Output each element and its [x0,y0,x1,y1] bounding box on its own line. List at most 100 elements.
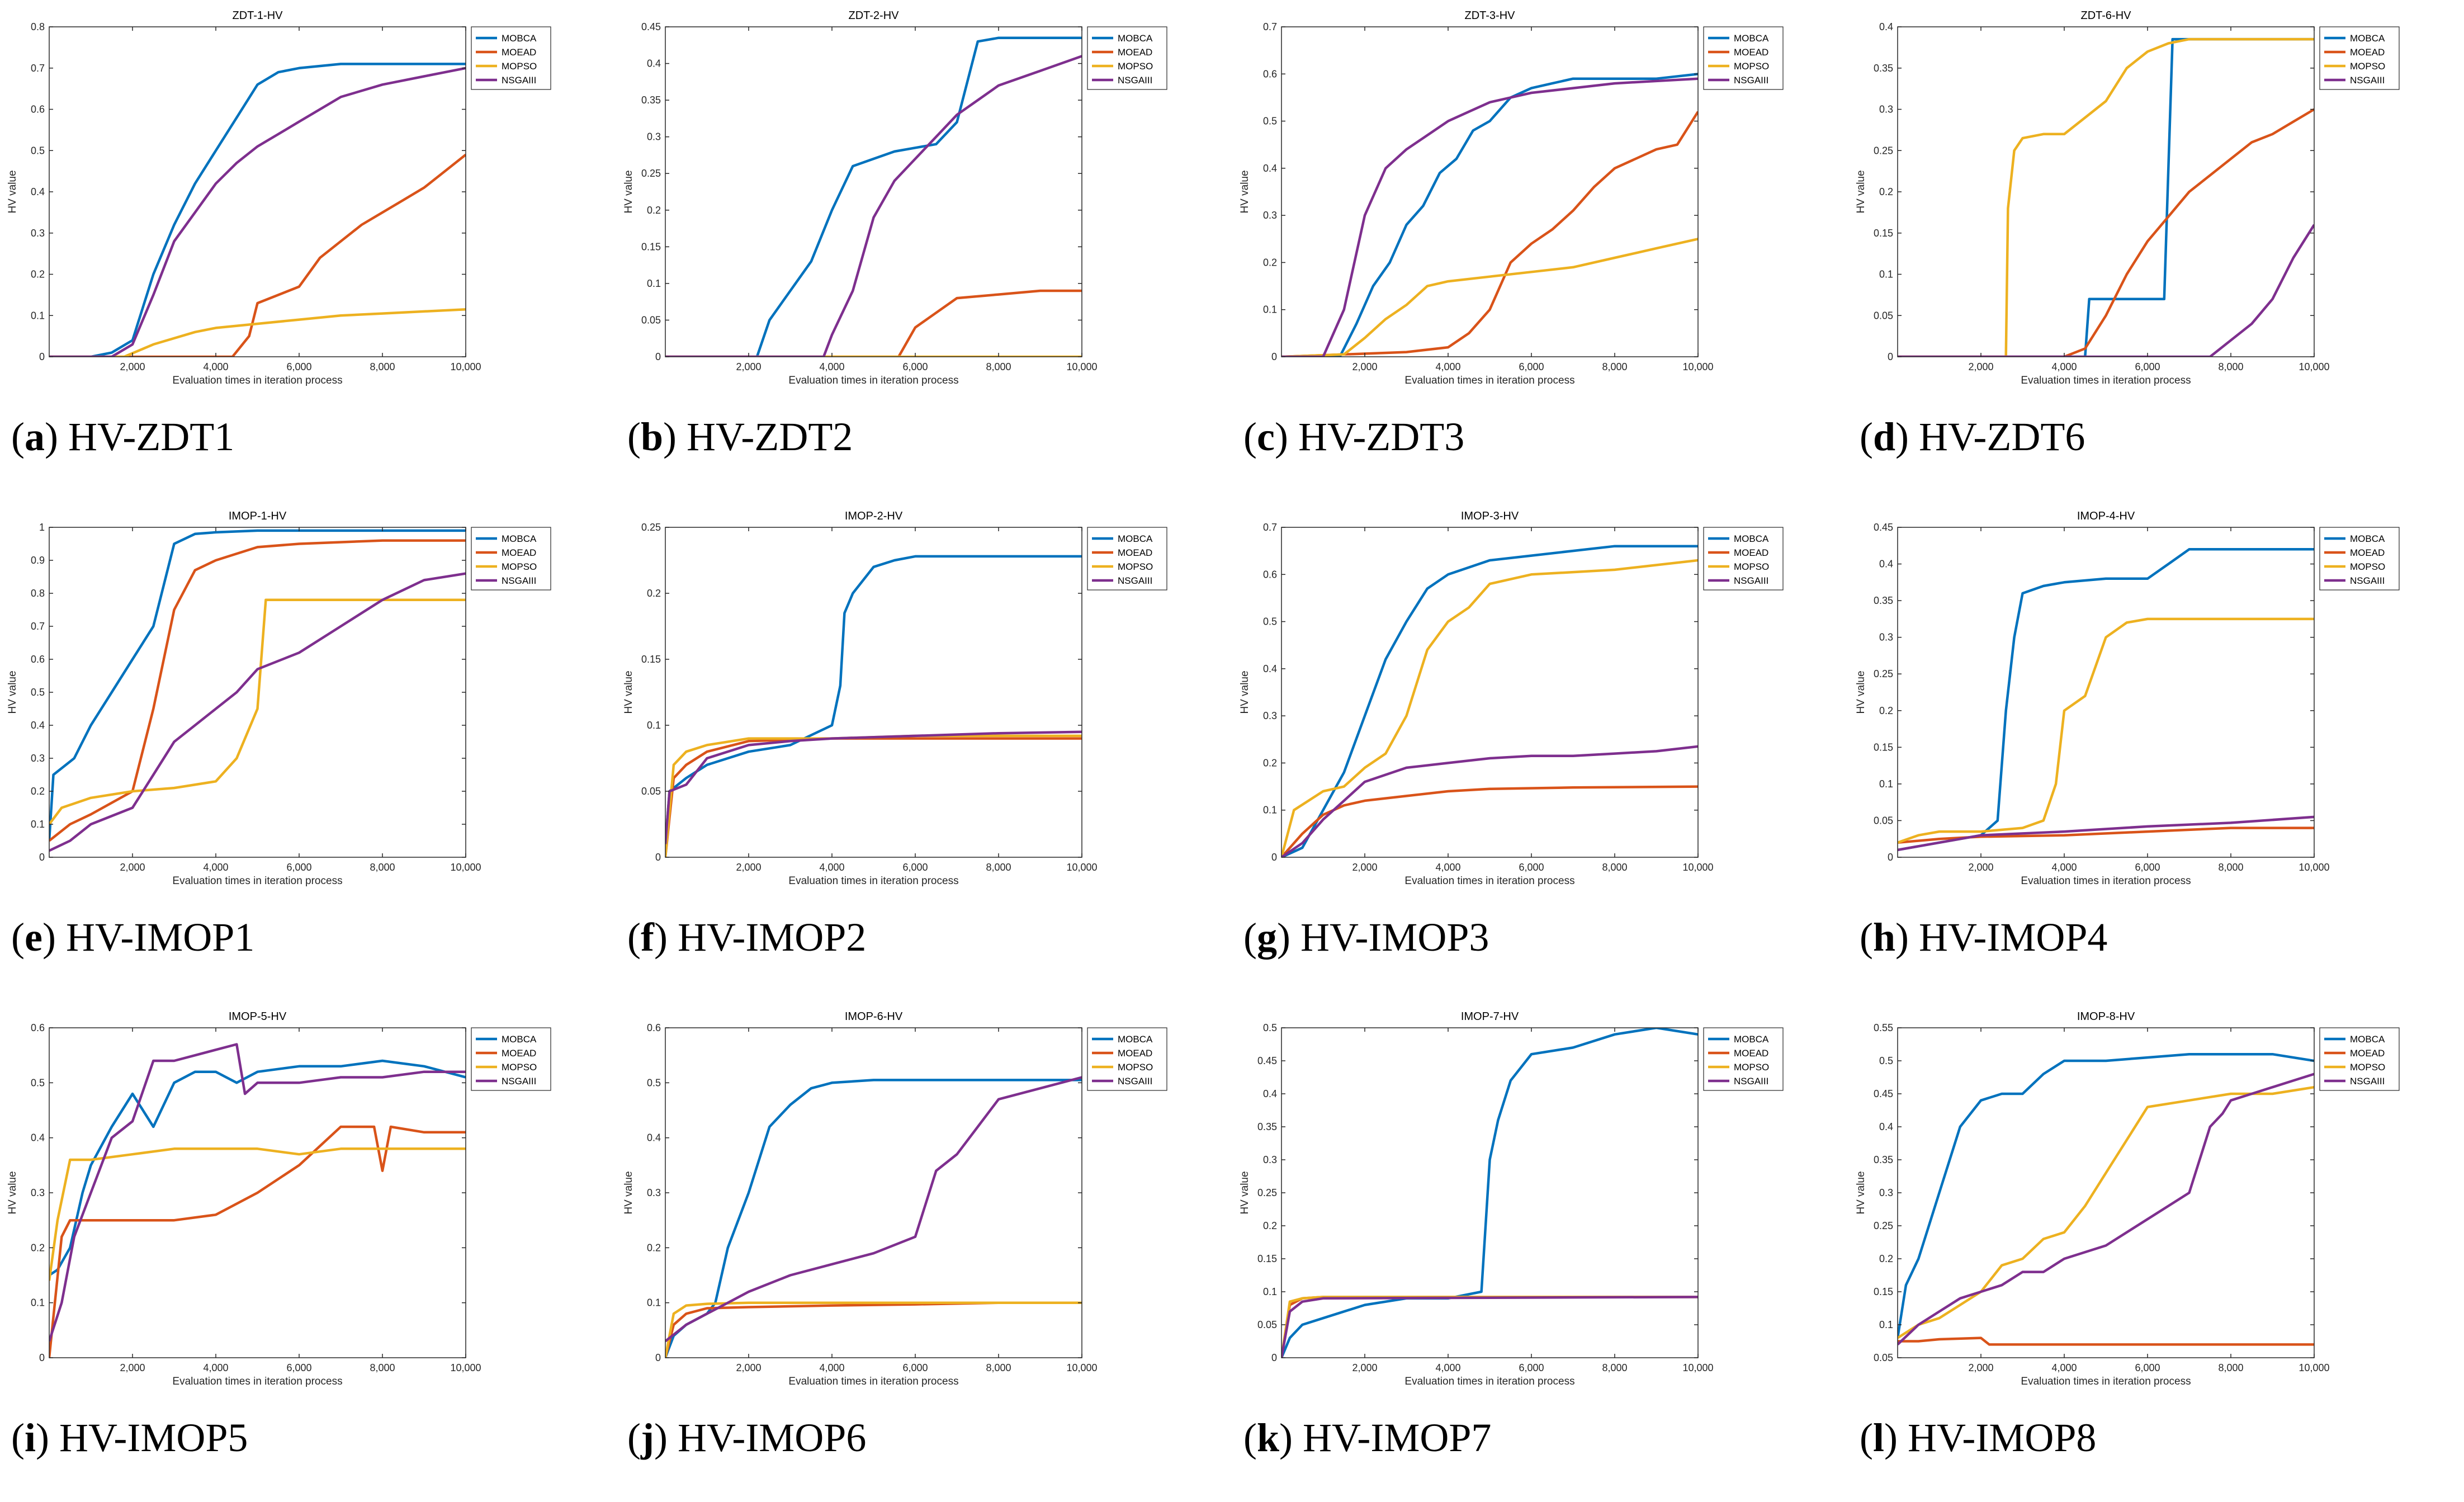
axes-box [665,26,1082,357]
x-axis-label: Evaluation times in iteration process [1404,875,1574,887]
legend-entry: MOEAD [1118,1048,1152,1059]
legend-entry: MOEAD [2350,547,2385,558]
chart-svg: IMOP-4-HV 2,000 4,000 6,000 8,000 10,000 0 0.05… [1855,510,2400,887]
legend-entry: NSGAIII [502,75,536,86]
chart-title: IMOP-4-HV [2077,510,2135,522]
chart-title: IMOP-1-HV [229,510,287,522]
y-tick-label: 0.25 [1257,1187,1277,1198]
legend-entry: MOBCA [1118,1034,1153,1045]
y-tick-label: 0.05 [1874,815,1893,826]
y-tick-label: 0.3 [1263,1154,1277,1165]
caption-letter: i [24,1415,36,1460]
y-tick-label: 0 [1271,1352,1277,1363]
series-line-mopso [1898,37,2314,357]
y-tick-label: 0.5 [1263,116,1277,127]
y-tick-label: 0.5 [1263,1022,1277,1033]
x-tick-label: 10,000 [450,361,481,372]
x-tick-label: 2,000 [736,1362,761,1373]
caption-name: HV-IMOP4 [1919,915,2108,960]
x-axis-label: Evaluation times in iteration process [2021,1376,2191,1387]
y-tick-label: 0.2 [31,786,45,797]
series-line-nsgaiii [49,572,466,852]
y-tick-label: 0.2 [31,269,45,280]
caption-letter: g [1256,915,1277,960]
x-tick-label: 10,000 [1682,862,1713,873]
x-tick-label: 8,000 [1602,1362,1627,1373]
x-tick-label: 2,000 [1968,862,1993,873]
x-tick-label: 2,000 [120,1362,145,1373]
legend: MOBCA MOEAD MOPSO NSGAIII [2319,26,2400,90]
x-tick-label: 2,000 [1352,361,1377,372]
legend-entry: MOBCA [2350,533,2385,544]
legend-entry: MOPSO [1118,561,1153,572]
y-tick-label: 0.1 [31,310,45,321]
y-tick-label: 0.4 [647,1132,661,1144]
series-line-mobca [49,1059,466,1277]
chart-panel: IMOP-5-HV 2,000 4,000 6,000 8,000 10,000 0 0.1 0… [0,1001,616,1501]
legend-entry: MOEAD [2350,1048,2385,1059]
x-tick-label: 10,000 [2299,1362,2329,1373]
series-line-moead [49,539,466,842]
y-tick-label: 0.4 [1263,663,1277,674]
x-tick-label: 2,000 [1352,862,1377,873]
series-line-nsgaiii [49,67,466,357]
series-group [1898,1052,2314,1346]
x-tick-label: 8,000 [2218,862,2243,873]
series-group [49,63,466,357]
caption-name: HV-ZDT6 [1919,414,2085,459]
x-tick-label: 4,000 [1435,1362,1460,1373]
series-line-mobca [1281,73,1698,357]
x-tick-label: 8,000 [370,1362,395,1373]
y-tick-label: 0 [39,351,45,362]
legend-entry: MOEAD [502,47,536,58]
chart-title: IMOP-8-HV [2077,1010,2135,1023]
series-line-nsgaiii [1898,224,2314,357]
y-tick-label: 0.25 [1874,1220,1893,1231]
y-tick-label: 0.9 [31,555,45,566]
y-tick-label: 0.5 [1263,616,1277,627]
y-tick-label: 0.05 [641,314,661,325]
figure-caption: (k) HV-IMOP7 [1243,1415,1492,1460]
chart-title: IMOP-3-HV [1461,510,1519,522]
y-tick-label: 0.35 [1874,1154,1893,1165]
x-tick-label: 6,000 [2135,361,2160,372]
series-line-mobca [1281,1028,1698,1358]
x-tick-label: 4,000 [2051,862,2077,873]
chart-svg: ZDT-3-HV 2,000 4,000 6,000 8,000 10,000 0 0.1 0.… [1239,10,1784,386]
y-tick-label: 0.4 [1879,1121,1893,1132]
caption-letter: l [1872,1415,1884,1460]
y-tick-label: 0.45 [1874,522,1893,533]
axes-box [1281,26,1699,357]
y-tick-label: 0.15 [1257,1253,1277,1264]
x-tick-label: 6,000 [1519,1362,1544,1373]
series-line-nsgaiii [1898,815,2314,852]
legend-entry: MOEAD [502,1048,536,1059]
x-tick-label: 4,000 [819,862,844,873]
figure-caption: (d) HV-ZDT6 [1860,414,2085,459]
x-tick-label: 10,000 [1066,1362,1097,1373]
chart-title: ZDT-1-HV [233,10,283,22]
figure-caption: (b) HV-ZDT2 [627,414,853,459]
series-group [665,1076,1082,1358]
caption-letter: c [1256,414,1275,459]
caption-letter: b [640,414,664,459]
legend-entry: NSGAIII [1118,75,1152,86]
series-group [49,529,466,852]
series-group [1281,73,1698,357]
legend: MOBCA MOEAD MOPSO NSGAIII [471,1027,551,1091]
y-tick-label: 0.3 [647,1187,661,1198]
x-tick-label: 6,000 [286,361,311,372]
y-tick-label: 0.8 [31,21,45,32]
chart-svg: IMOP-2-HV 2,000 4,000 6,000 8,000 10,000 0 0.05… [623,510,1167,887]
y-tick-label: 0.1 [1263,1286,1277,1297]
y-tick-label: 0.2 [1879,705,1893,716]
y-tick-label: 0.1 [1879,1319,1893,1330]
chart-svg: ZDT-1-HV 2,000 4,000 6,000 8,000 10,000 0 0.1 0.… [7,10,551,386]
x-tick-label: 10,000 [1682,361,1713,372]
series-group [1898,37,2314,357]
chart-panel: ZDT-2-HV 2,000 4,000 6,000 8,000 10,000 0 0.05 0… [616,0,1232,500]
x-tick-label: 6,000 [902,862,928,873]
legend: MOBCA MOEAD MOPSO NSGAIII [471,527,551,591]
legend-entry: MOBCA [2350,33,2385,44]
